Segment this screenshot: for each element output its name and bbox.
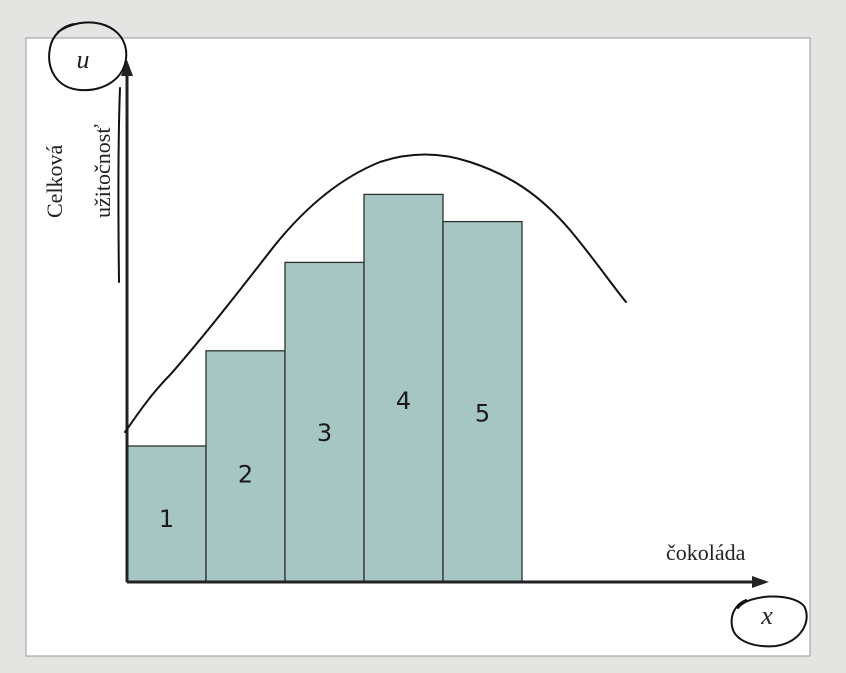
y-axis-label-line-2: užitočnosť xyxy=(90,124,115,218)
bar-label-5: 5 xyxy=(475,400,490,428)
hand-drawn-curve xyxy=(124,153,627,433)
bar-label-4: 4 xyxy=(396,387,411,415)
bar-3 xyxy=(284,261,365,583)
y-axis-symbol: u xyxy=(77,45,90,74)
bar-1 xyxy=(126,445,207,583)
y-axis-label-line-1: Celková xyxy=(42,144,67,218)
bar-label-1: 1 xyxy=(159,505,174,533)
bars-group: 1 2 3 4 5 xyxy=(126,193,523,583)
y-axis-arrow xyxy=(121,60,133,76)
bar-label-2: 2 xyxy=(238,460,253,488)
bar-5 xyxy=(442,220,523,583)
hand-drawn-circle-u xyxy=(48,21,128,92)
x-axis-label: čokoláda xyxy=(666,540,746,565)
x-axis-symbol: x xyxy=(760,601,773,630)
x-axis-arrow xyxy=(752,576,769,588)
bar-label-3: 3 xyxy=(317,419,332,447)
hand-drawn-stroke-left xyxy=(117,87,121,283)
hand-drawn-circle-x xyxy=(730,595,808,648)
bar-4 xyxy=(363,193,444,583)
